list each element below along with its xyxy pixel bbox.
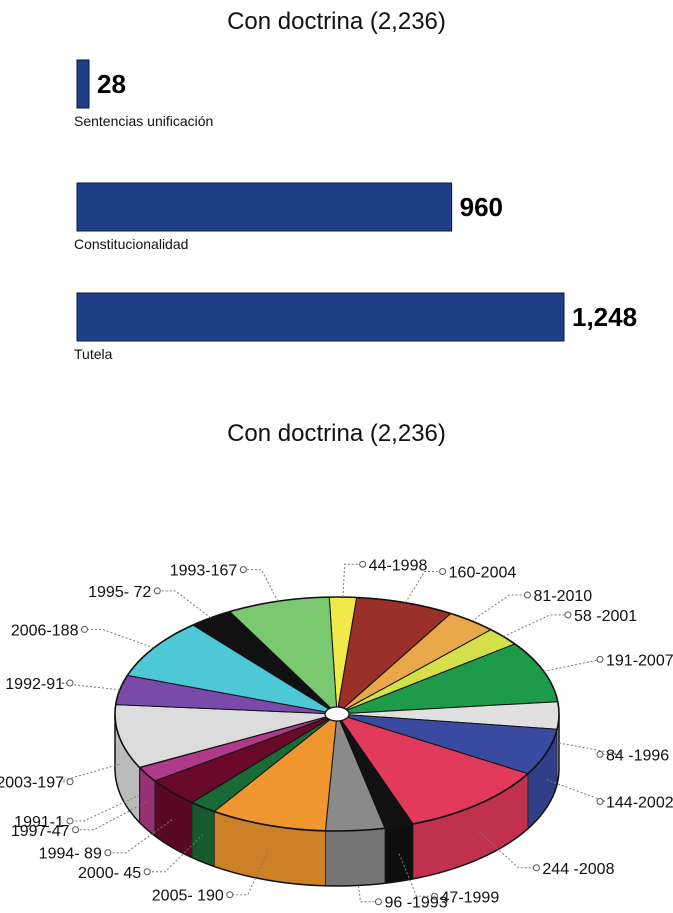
pie-leader-line [58, 682, 120, 691]
pie-leader-dot [359, 560, 367, 568]
bar-2 [76, 292, 565, 342]
pie-leader-dot [532, 864, 540, 872]
pie-slice-label: 1995- 72 [88, 584, 151, 601]
pie-leader-dot [596, 797, 604, 805]
pie-leader-dot [72, 826, 80, 834]
pie-leader-line [342, 563, 363, 598]
pie-leader-dot [374, 898, 382, 906]
pie-leader-dot [66, 817, 74, 825]
pie-leader-line [503, 614, 569, 638]
pie-leader-dot [66, 679, 74, 687]
pie-leader-dot [104, 849, 112, 857]
bar-category-label: Constitucionalidad [74, 236, 188, 252]
pie-slice-label: 160-2004 [449, 565, 517, 582]
pie-side-segment [191, 801, 215, 868]
pie-leader-line [558, 742, 622, 755]
pie-slice-label: 1997-47 [11, 823, 70, 840]
pie-leader-line [543, 658, 602, 672]
pie-slice-label: 144-2002 [606, 794, 673, 811]
pie-leader-line [546, 779, 606, 802]
pie-leader-dot [66, 778, 74, 786]
pie-top-outline [114, 596, 560, 832]
pie-slice-label: 1993-167 [170, 563, 238, 580]
pie-slice-label: 2003-197 [0, 775, 64, 792]
pie-base-outline [114, 714, 560, 887]
pie-sides [114, 713, 560, 887]
pie-side-segment [384, 823, 414, 884]
pie-slice-label: 2006-188 [11, 622, 79, 639]
bar-0 [76, 59, 90, 109]
pie-slice-label: 244 -2008 [542, 861, 614, 878]
pie-leader-dot [431, 892, 439, 900]
bar-category-label: Sentencias unificación [74, 113, 213, 129]
pie-chart-title: Con doctrina (2,236) [227, 420, 446, 447]
pie-chart: 44-1998 160-2004 81-2010 58 -2001 191-2007 84… [0, 557, 673, 911]
pie-leader-line [398, 853, 435, 897]
pie-leader-dot [523, 591, 531, 599]
pie-leader-line [107, 819, 173, 854]
pie-slice-label: 47-1999 [441, 889, 500, 906]
bar-chart: 28 Sentencias unificación 960 Constituciona… [74, 59, 637, 362]
pie-side-segment [325, 827, 386, 887]
pie-slice-label: 2005- 190 [152, 888, 224, 905]
pie-leader-dot [596, 750, 604, 758]
bar-value-label: 28 [97, 69, 126, 99]
pie-slice-label: 1991-1 [14, 814, 64, 831]
pie-leader-dot [80, 625, 88, 633]
pie-slice-label: 1992-91 [5, 676, 64, 693]
pie-leader-dot [439, 568, 447, 576]
pie-slice-label: 81-2010 [533, 588, 592, 605]
pie-labels: 44-1998 160-2004 81-2010 58 -2001 191-2007 84… [0, 557, 673, 911]
pie-slice-label: 96 -1993 [384, 895, 447, 912]
bar-value-label: 960 [460, 192, 503, 222]
pie-leader-line [157, 590, 211, 619]
pie-leader-line [75, 801, 148, 831]
pie-slice-label: 2000- 45 [78, 865, 141, 882]
pie-leader-dot [143, 868, 151, 876]
pie-slice-label: 44-1998 [369, 557, 428, 574]
pie-leader-line [58, 763, 120, 783]
pie-slice-label: 58 -2001 [574, 608, 637, 625]
bar-chart-title: Con doctrina (2,236) [227, 8, 446, 35]
pie-leader-line [84, 628, 154, 649]
bar-1 [76, 182, 453, 232]
pie-leader-line [405, 571, 443, 603]
pie-leader-line [478, 831, 537, 869]
pie-center-hole [324, 706, 350, 722]
pie-leader-dot [153, 587, 161, 595]
pie-leader-line [471, 594, 528, 622]
pie-leader-dot [596, 655, 604, 663]
bar-value-label: 1,248 [572, 302, 637, 332]
pie-leader-dot [239, 566, 247, 574]
pie-leader-line [243, 569, 279, 602]
pie-leader-dot [564, 611, 572, 619]
pie-leader-line [147, 834, 204, 873]
pie-slice-label: 191-2007 [606, 652, 673, 669]
pie-slice-label: 84 -1996 [606, 747, 669, 764]
pie-slice-label: 1994- 89 [39, 846, 102, 863]
pie-leader-dot [226, 891, 234, 899]
bar-category-label: Tutela [74, 346, 113, 362]
pie-leader-line [70, 794, 140, 822]
pie-top [114, 596, 560, 832]
